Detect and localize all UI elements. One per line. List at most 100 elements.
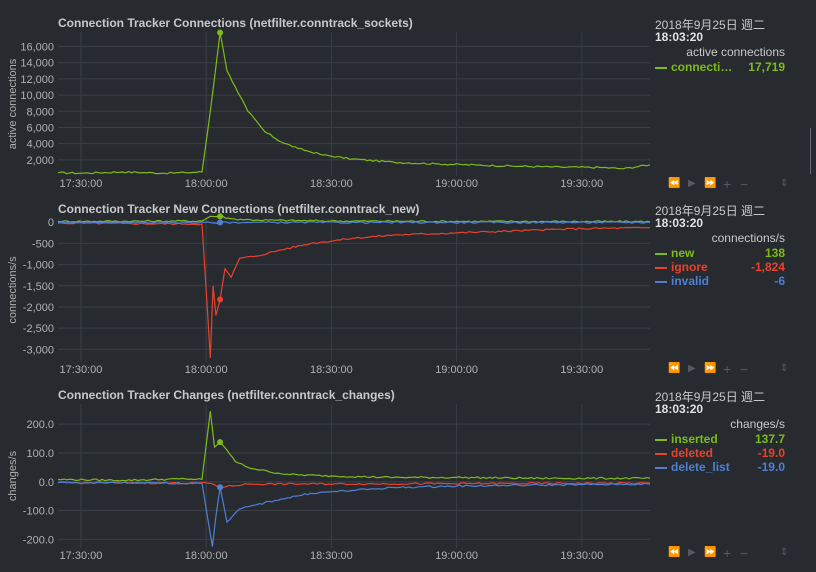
legend-item-connections[interactable]: connecti… 17,719 xyxy=(650,60,790,74)
legend-swatch xyxy=(655,467,667,469)
series-line-delete_list xyxy=(57,481,650,547)
legend-swatch xyxy=(655,281,667,283)
legend-name: inserted xyxy=(671,432,718,446)
x-tick-label: 18:30:00 xyxy=(310,178,353,190)
legend-value: -1,824 xyxy=(750,260,785,274)
legend-date: 2018年9月25日 週二 xyxy=(655,18,766,32)
play-icon[interactable]: ▶ xyxy=(688,547,696,558)
series-hover-point xyxy=(217,213,224,220)
chart-toolbar: ⏪ ▶ ⏩ + − ⇕ xyxy=(668,176,793,192)
resize-icon[interactable]: ⇕ xyxy=(780,363,789,374)
x-tick-label: 19:00:00 xyxy=(435,178,478,190)
legend-time: 18:03:20 xyxy=(655,402,704,416)
zoom-in-icon[interactable]: + xyxy=(723,361,732,377)
y-tick-label: -2,000 xyxy=(23,302,54,314)
y-tick-label: 4,000 xyxy=(26,139,54,151)
y-tick-label: 200.0 xyxy=(26,419,54,431)
y-tick-label: 2,000 xyxy=(26,155,54,167)
series-hover-point xyxy=(217,484,224,491)
legend-name: connecti… xyxy=(671,60,733,74)
legend-value: -19.0 xyxy=(757,446,785,460)
chart-toolbar: ⏪ ▶ ⏩ + − ⇕ xyxy=(668,361,793,377)
forward-icon[interactable]: ⏩ xyxy=(704,363,717,374)
page-edge-divider xyxy=(810,128,816,174)
zoom-in-icon[interactable]: + xyxy=(723,545,732,561)
y-tick-label: -1,000 xyxy=(23,260,54,272)
zoom-out-icon[interactable]: − xyxy=(740,361,749,377)
x-tick-label: 19:30:00 xyxy=(560,550,603,562)
y-tick-label: -1,500 xyxy=(23,281,54,293)
x-tick-label: 19:30:00 xyxy=(560,364,603,376)
y-tick-label: 10,000 xyxy=(20,90,54,102)
y-axis-label: changes/s xyxy=(7,450,19,501)
zoom-out-icon[interactable]: − xyxy=(740,545,749,561)
forward-icon[interactable]: ⏩ xyxy=(704,547,717,558)
panel-conntrack-changes: Connection Tracker Changes (netfilter.co… xyxy=(0,386,816,572)
legend-name: delete_list xyxy=(671,460,730,474)
chart-plot[interactable]: 2,000 4,000 6,000 8,000 10,000 12,000 14,000 16… xyxy=(0,14,650,200)
legend-value: 138 xyxy=(764,246,785,260)
legend-units: connections/s xyxy=(711,231,785,245)
legend-swatch xyxy=(655,267,667,269)
legend-units: active connections xyxy=(686,45,785,59)
y-tick-label: 0.0 xyxy=(39,477,54,489)
y-tick-label: -100.0 xyxy=(23,506,54,518)
play-icon[interactable]: ▶ xyxy=(688,363,696,374)
y-tick-label: -2,500 xyxy=(23,323,54,335)
y-axis-label: active connections xyxy=(7,58,19,149)
series-line-deleted xyxy=(57,481,650,489)
series-line-inserted xyxy=(57,411,650,482)
x-tick-label: 17:30:00 xyxy=(60,178,103,190)
y-axis-label: connections/s xyxy=(7,256,19,324)
chart-title: Connection Tracker New Connections (netf… xyxy=(58,202,420,216)
chart-plot[interactable]: 0 -500 -1,000 -1,500 -2,000 -2,500 -3,000 17:30… xyxy=(0,200,650,386)
resize-icon[interactable]: ⇕ xyxy=(780,547,789,558)
legend-item-deleted[interactable]: deleted -19.0 xyxy=(650,446,790,460)
play-icon[interactable]: ▶ xyxy=(688,178,696,189)
rewind-icon[interactable]: ⏪ xyxy=(668,178,681,189)
x-tick-label: 18:30:00 xyxy=(310,550,353,562)
forward-icon[interactable]: ⏩ xyxy=(704,178,717,189)
legend-item-invalid[interactable]: invalid -6 xyxy=(650,274,790,288)
series-line-new xyxy=(57,215,650,223)
y-tick-label: -3,000 xyxy=(23,344,54,356)
chart-legend: 2018年9月25日 週二 18:03:20 changes/s inserte… xyxy=(650,388,790,478)
legend-swatch xyxy=(655,253,667,255)
panel-conntrack-new: Connection Tracker New Connections (netf… xyxy=(0,200,816,386)
legend-date: 2018年9月25日 週二 xyxy=(655,390,766,404)
x-tick-label: 18:00:00 xyxy=(185,178,228,190)
y-tick-label: 8,000 xyxy=(26,106,54,118)
rewind-icon[interactable]: ⏪ xyxy=(668,363,681,374)
legend-name: invalid xyxy=(671,274,710,288)
legend-time: 18:03:20 xyxy=(655,216,704,230)
resize-icon[interactable]: ⇕ xyxy=(780,178,789,189)
rewind-icon[interactable]: ⏪ xyxy=(668,547,681,558)
legend-swatch xyxy=(655,439,667,441)
legend-swatch xyxy=(655,453,667,455)
zoom-in-icon[interactable]: + xyxy=(723,176,732,192)
series-hover-point xyxy=(217,296,224,303)
x-tick-label: 17:30:00 xyxy=(60,550,103,562)
x-tick-label: 18:30:00 xyxy=(310,364,353,376)
legend-swatch xyxy=(655,67,667,69)
legend-name: ignore xyxy=(671,260,708,274)
x-tick-label: 19:30:00 xyxy=(560,178,603,190)
legend-date: 2018年9月25日 週二 xyxy=(655,204,766,218)
chart-plot[interactable]: 200.0 100.0 0.0 -100.0 -200.0 17:30:00 18:00:0… xyxy=(0,386,650,572)
legend-units: changes/s xyxy=(730,417,785,431)
legend-item-new[interactable]: new 138 xyxy=(650,246,790,260)
zoom-out-icon[interactable]: − xyxy=(740,176,749,192)
y-tick-label: 0 xyxy=(48,217,54,229)
series-hover-point xyxy=(217,219,224,226)
panel-conntrack-sockets: Connection Tracker Connections (netfilte… xyxy=(0,14,816,200)
y-tick-label: 16,000 xyxy=(20,42,54,54)
chart-toolbar: ⏪ ▶ ⏩ + − ⇕ xyxy=(668,545,793,561)
legend-value: -6 xyxy=(774,274,785,288)
y-tick-label: -500 xyxy=(32,238,54,250)
series-line-ignore xyxy=(57,221,650,358)
chart-title: Connection Tracker Changes (netfilter.co… xyxy=(58,388,395,402)
legend-item-inserted[interactable]: inserted 137.7 xyxy=(650,432,790,446)
legend-item-delete-list[interactable]: delete_list -19.0 xyxy=(650,460,790,474)
y-tick-label: 100.0 xyxy=(26,448,54,460)
legend-item-ignore[interactable]: ignore -1,824 xyxy=(650,260,790,274)
